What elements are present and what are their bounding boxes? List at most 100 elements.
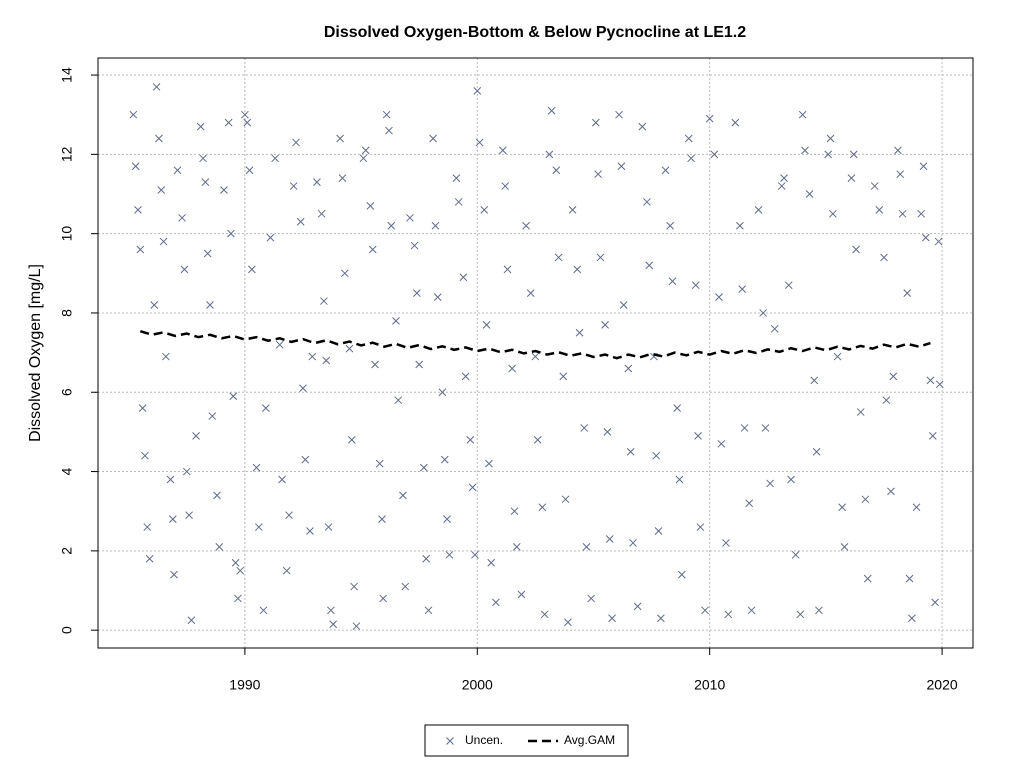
data-point [143, 523, 152, 531]
data-point [654, 527, 663, 535]
data-point [754, 206, 763, 214]
gam-line [139, 329, 931, 360]
data-point [801, 146, 809, 155]
data-point [657, 614, 665, 623]
data-point [652, 451, 661, 460]
data-point [629, 539, 637, 547]
data-point [406, 213, 414, 222]
data-point [826, 134, 835, 143]
data-point [394, 396, 403, 405]
data-point [538, 503, 547, 512]
data-point [856, 408, 865, 416]
data-point [661, 166, 670, 175]
data-point [152, 83, 161, 91]
data-point [573, 265, 582, 274]
data-point [475, 138, 484, 147]
data-point [887, 487, 895, 496]
data-point [687, 154, 695, 163]
data-point [926, 376, 935, 385]
data-point [203, 249, 212, 258]
data-point [201, 178, 210, 186]
data-point [150, 301, 159, 309]
data-point [724, 610, 733, 619]
data-point [245, 166, 254, 175]
data-point [271, 154, 279, 163]
data-point [340, 269, 349, 278]
y-tick-label: 14 [59, 67, 75, 83]
data-point [299, 384, 307, 393]
y-tick-label: 4 [59, 467, 75, 475]
data-point [410, 241, 419, 250]
data-point [917, 209, 926, 218]
data-point [247, 265, 256, 274]
data-point [145, 554, 154, 563]
data-point [162, 352, 170, 361]
data-point [173, 166, 182, 175]
data-point [847, 174, 856, 182]
data-point [159, 237, 168, 246]
y-tick-label: 8 [59, 309, 75, 317]
data-point [908, 614, 916, 623]
data-point [805, 190, 814, 198]
data-point [296, 217, 305, 226]
data-point [715, 293, 723, 301]
data-point [615, 110, 623, 119]
data-point [170, 570, 178, 579]
data-point [694, 432, 702, 440]
data-point [345, 344, 354, 353]
plot-frame [97, 57, 974, 649]
data-point [526, 289, 535, 297]
data-point [717, 439, 726, 448]
data-point [522, 221, 530, 230]
data-point [443, 515, 451, 523]
data-point [366, 202, 375, 210]
data-point [254, 523, 263, 531]
data-point [220, 186, 228, 194]
data-point [624, 364, 633, 373]
data-point [180, 265, 189, 274]
data-point [903, 289, 912, 297]
data-point [691, 281, 700, 290]
data-point [780, 174, 788, 182]
data-point [591, 118, 600, 127]
data-point [666, 221, 675, 230]
data-point [433, 293, 442, 301]
y-tick-label: 0 [59, 626, 75, 634]
data-point [368, 245, 377, 254]
data-point [928, 432, 937, 440]
data-point [738, 285, 747, 294]
data-point [675, 475, 684, 484]
data-point [234, 594, 242, 603]
data-point [452, 174, 461, 182]
data-point [231, 558, 240, 567]
data-point [905, 574, 914, 583]
data-point [129, 110, 138, 119]
data-point [594, 170, 602, 179]
data-point [838, 503, 847, 512]
data-point [261, 404, 270, 412]
data-point [131, 162, 140, 171]
data-point [329, 620, 338, 629]
data-point [503, 265, 512, 274]
data-point [182, 467, 191, 476]
legend-label: Uncen. [465, 733, 503, 747]
data-point [187, 616, 196, 625]
data-point [468, 483, 477, 492]
data-point [289, 182, 298, 190]
data-point [824, 150, 833, 159]
data-point [510, 507, 519, 516]
data-point [243, 118, 252, 127]
data-point [870, 182, 879, 190]
data-point [134, 206, 142, 214]
data-point [931, 598, 939, 607]
data-point [919, 162, 928, 171]
data-point [677, 570, 686, 579]
legend-label: Avg.GAM [564, 733, 615, 747]
data-point [492, 598, 500, 607]
data-point [471, 550, 479, 559]
data-point [192, 432, 200, 440]
data-point [168, 515, 177, 523]
data-point [429, 134, 437, 143]
